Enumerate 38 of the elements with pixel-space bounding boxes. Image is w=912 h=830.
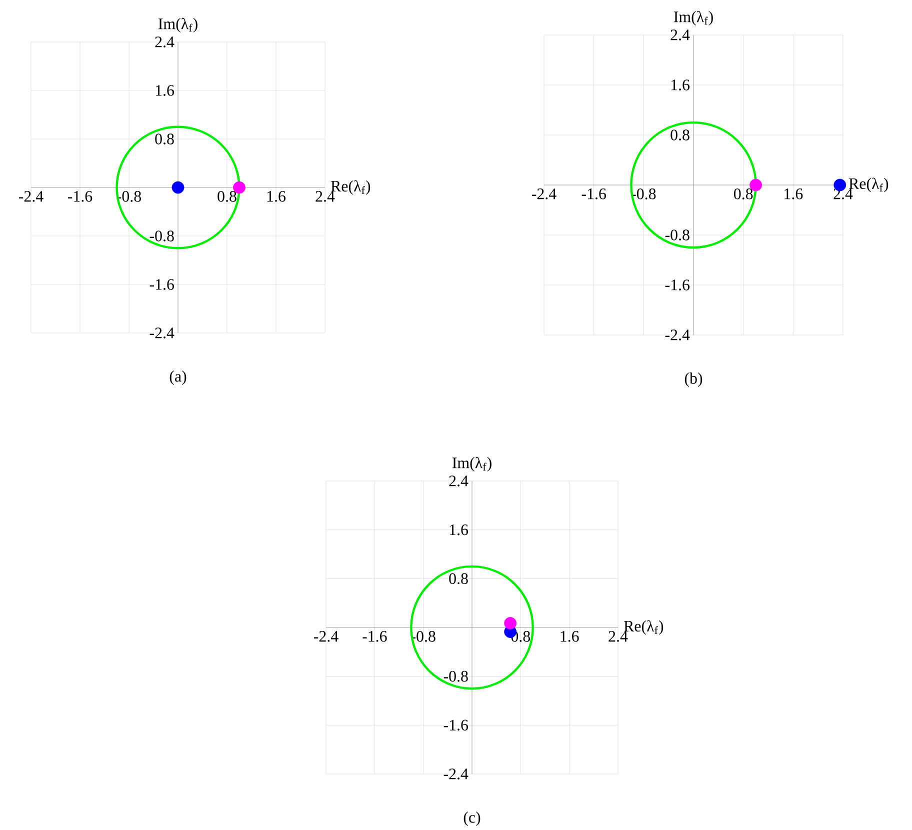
x-tick-label: 0.8	[218, 191, 236, 202]
y-axis-title: Im(λ$_{f}$)	[158, 18, 198, 32]
y-tick-label: -0.8	[150, 230, 174, 242]
x-tick-label: -1.6	[362, 631, 387, 642]
y-tick-label: 1.6	[671, 80, 690, 90]
y-tick-label: -1.6	[665, 280, 690, 290]
y-tick-label: -0.8	[665, 230, 690, 240]
text: (b)	[684, 372, 702, 387]
y-tick-label: 0.8	[155, 134, 174, 144]
y-tick-label: -1.6	[444, 720, 468, 731]
x-tick-label: -0.8	[411, 631, 436, 642]
y-tick-label: 1.6	[450, 524, 468, 536]
y-tick-label: -2.4	[665, 330, 690, 340]
y-tick-label: -2.4	[150, 328, 174, 338]
x-tick-label: 1.6	[784, 188, 803, 200]
x-tick-label: -2.4	[18, 191, 44, 202]
x-tick-label: 0.8	[734, 188, 753, 200]
y-tick-label: 2.4	[449, 476, 468, 486]
x-tick-label: -2.4	[532, 188, 556, 200]
text: (c)	[464, 812, 480, 826]
x-tick-label: -1.6	[582, 188, 606, 200]
text: (a)	[170, 370, 186, 385]
y-tick-label: 0.8	[449, 573, 468, 584]
x-tick-label: 1.6	[560, 631, 579, 642]
x-tick-label: -2.4	[314, 631, 338, 642]
y-axis-title: Im(λ$_{f}$)	[452, 456, 492, 472]
y-tick-label: -0.8	[444, 670, 468, 682]
x-tick-label: -0.8	[632, 188, 656, 200]
y-tick-label: 1.6	[156, 85, 174, 96]
x-tick-label: -1.6	[68, 191, 92, 202]
x-tick-label: -0.8	[116, 191, 142, 202]
y-axis-title: Im(λ$_{f}$)	[674, 10, 713, 26]
y-tick-label: 2.4	[155, 36, 174, 48]
y-tick-label: -1.6	[150, 279, 174, 290]
y-tick-label: 0.8	[670, 130, 690, 140]
y-tick-label: -2.4	[444, 768, 468, 780]
y-tick-label: 2.4	[670, 30, 690, 40]
x-tick-label: 1.6	[267, 191, 286, 202]
